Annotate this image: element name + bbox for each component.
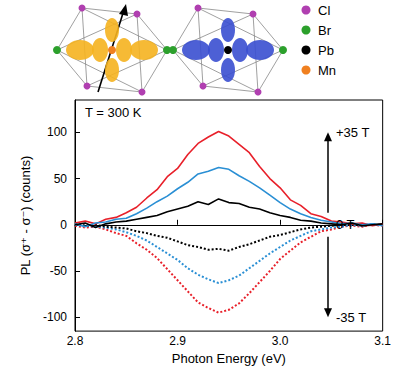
svg-text:-100: -100: [43, 310, 67, 324]
svg-text:Pb: Pb: [318, 43, 334, 58]
svg-text:-50: -50: [50, 264, 68, 278]
svg-text:PL (σ⁺ - σ⁻) (counts): PL (σ⁺ - σ⁻) (counts): [18, 156, 33, 276]
svg-text:3.1: 3.1: [374, 334, 391, 348]
svg-text:-35 T: -35 T: [336, 310, 366, 325]
svg-text:2.9: 2.9: [169, 334, 186, 348]
svg-text:+35 T: +35 T: [336, 125, 369, 140]
svg-text:0: 0: [60, 218, 67, 232]
svg-text:T = 300 K: T = 300 K: [85, 105, 142, 120]
svg-text:Mn: Mn: [318, 63, 336, 78]
svg-text:2.8: 2.8: [67, 334, 84, 348]
svg-text:Cl: Cl: [318, 3, 330, 18]
svg-text:Photon Energy (eV): Photon Energy (eV): [172, 351, 286, 366]
svg-text:50: 50: [54, 172, 68, 186]
svg-text:3.0: 3.0: [272, 334, 289, 348]
svg-text:0 T: 0 T: [336, 217, 355, 232]
svg-text:100: 100: [47, 125, 67, 139]
svg-text:Br: Br: [318, 23, 332, 38]
